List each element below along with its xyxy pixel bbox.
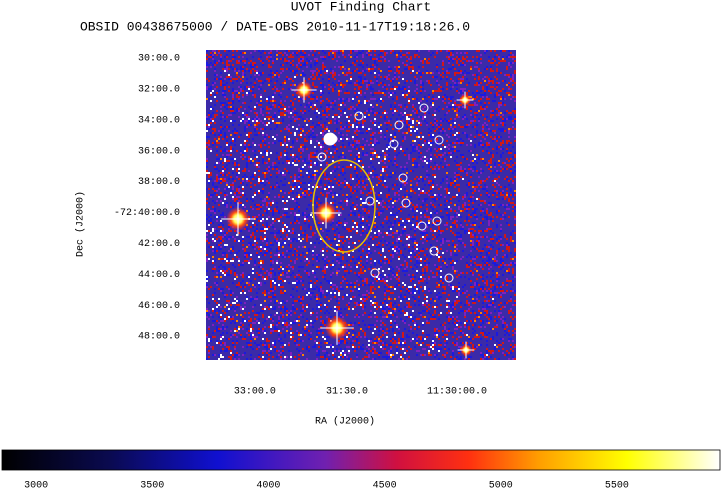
colorbar-tick-label: 3500 — [140, 481, 164, 489]
colorbar-tick-label: 5500 — [605, 481, 629, 489]
y-tick-label: 38:00.0 — [138, 177, 180, 188]
x-tick-label: 11:30:00.0 — [427, 387, 487, 398]
chart-subtitle: OBSID 00438675000 / DATE-OBS 2010-11-17T… — [80, 19, 470, 34]
y-tick-label: -72:40:00.0 — [114, 208, 180, 219]
y-tick-label: 42:00.0 — [138, 239, 180, 250]
colorbar-tick-label: 4000 — [256, 481, 280, 489]
colorbar-tick-label: 4500 — [373, 481, 397, 489]
colorbar — [1, 449, 721, 471]
source-marker — [317, 152, 327, 162]
source-marker — [365, 196, 375, 206]
bright-source — [323, 132, 337, 146]
y-tick-label: 30:00.0 — [138, 54, 180, 65]
source-marker — [389, 139, 399, 149]
star-spike — [221, 202, 255, 236]
y-tick-label: 36:00.0 — [138, 146, 180, 157]
star-spike — [457, 341, 475, 359]
x-tick-label: 31:30.0 — [326, 387, 368, 398]
colorbar-tick-label: 3000 — [24, 481, 48, 489]
star-spike — [291, 77, 317, 103]
source-marker — [444, 273, 454, 283]
star-spike — [310, 197, 342, 229]
y-tick-label: 34:00.0 — [138, 115, 180, 126]
source-marker — [401, 198, 411, 208]
source-marker — [417, 221, 427, 231]
source-marker — [434, 135, 444, 145]
source-marker — [432, 216, 442, 226]
source-marker — [398, 173, 408, 183]
y-tick-label: 44:00.0 — [138, 270, 180, 281]
sky-image — [206, 50, 516, 360]
x-axis-label: RA (J2000) — [315, 416, 375, 428]
image-speckle — [206, 70, 496, 360]
y-axis-label: Dec (J2000) — [75, 191, 87, 257]
y-tick-label: 46:00.0 — [138, 301, 180, 312]
source-markers — [312, 103, 454, 283]
image-speckle — [206, 50, 516, 360]
source-marker — [354, 111, 364, 121]
y-tick-label: 32:00.0 — [138, 84, 180, 95]
x-tick-label: 33:00.0 — [234, 387, 276, 398]
error-circle — [312, 159, 376, 253]
chart-title: UVOT Finding Chart — [291, 0, 431, 14]
colorbar-tick-label: 5000 — [489, 481, 513, 489]
source-marker — [419, 103, 429, 113]
star-spike — [456, 91, 474, 109]
source-marker — [370, 268, 380, 278]
star-spike — [320, 311, 354, 345]
source-marker — [394, 120, 404, 130]
source-marker — [429, 246, 439, 256]
image-speckle — [206, 50, 516, 360]
y-tick-label: 48:00.0 — [138, 332, 180, 343]
